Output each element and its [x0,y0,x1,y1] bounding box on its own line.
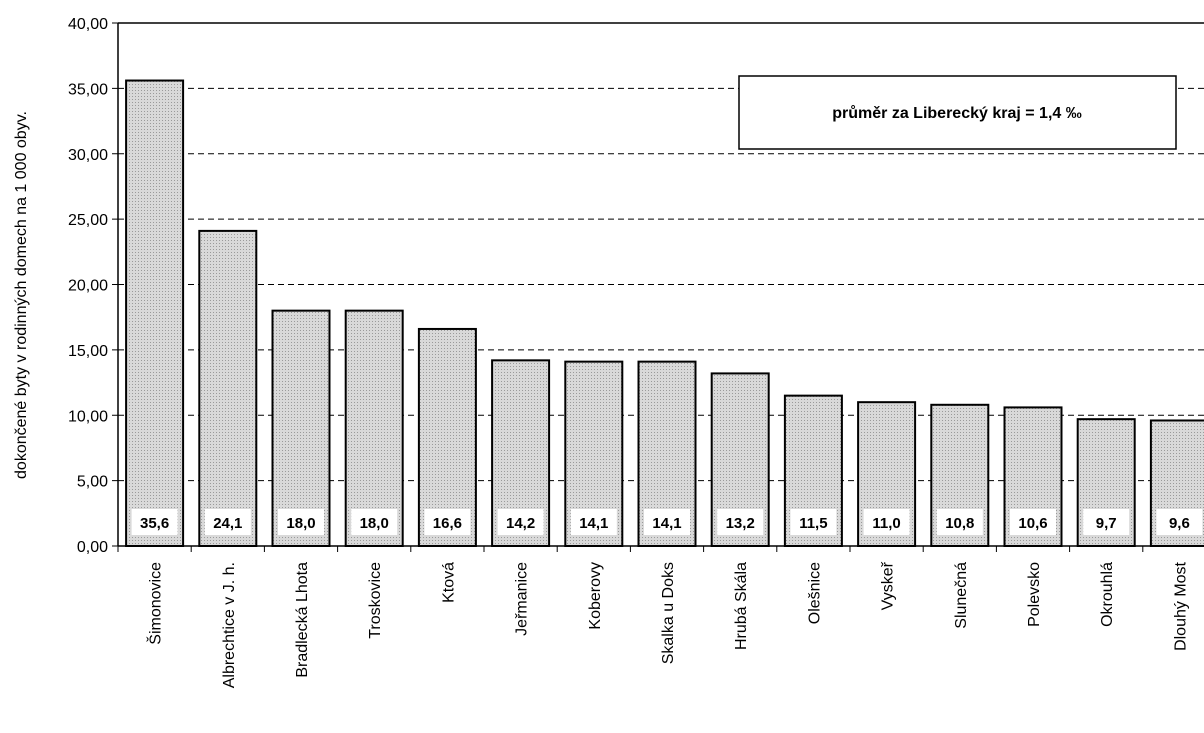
data-label: 16,6 [433,515,462,532]
y-tick-label: 40,00 [68,16,108,33]
data-label-box [351,509,398,535]
category-label: Olešnice [806,562,823,624]
category-label: Okrouhlá [1099,562,1116,627]
y-tick-labels: 0,00 5,00 10,00 15,00 20,00 25,00 30,00 35,00 40… [68,16,108,556]
bars [125,79,1204,548]
data-label-box [1010,509,1056,535]
y-tick-label: 10,00 [68,408,108,425]
data-label: 24,1 [213,515,242,532]
category-label: Dlouhý Most [1172,561,1189,650]
average-note: průměr za Liberecký kraj = 1,4 ‰ [738,75,1177,150]
data-label-box [424,509,471,535]
bar [125,79,185,547]
data-label-box [644,509,690,535]
category-label: Troskovice [367,562,384,639]
data-label: 14,2 [506,515,535,532]
y-tick-label: 35,00 [68,81,108,98]
data-labels: 35,6 24,1 18,0 18,0 16,6 14,2 14,1 14,1 13,2 11,5… [131,509,1203,535]
data-label-box [1083,509,1130,535]
data-label-box [497,509,544,535]
axes [112,22,1204,552]
category-label: Vyskeř [880,561,897,610]
y-tick-label: 25,00 [68,212,108,229]
category-label: Skalka u Doks [660,562,677,664]
data-label-box [717,509,764,535]
average-note-box [738,75,1177,150]
y-axis-title: dokončené byty v rodinných domech na 1 0… [13,111,30,479]
data-label-box [570,509,617,535]
category-label: Hrubá Skála [733,562,750,650]
data-label: 18,0 [360,515,389,532]
category-label: Albrechtice v J. h. [221,562,238,688]
data-label-box [204,509,251,535]
category-label: Slunečná [953,562,970,629]
data-label: 14,1 [579,515,608,532]
y-tick-label: 20,00 [68,278,108,295]
category-label: Jeřmanice [514,562,531,636]
data-label: 9,7 [1096,515,1117,532]
data-label: 11,0 [872,515,900,532]
category-label: Koberovy [587,562,604,630]
category-label: Ktová [440,562,457,603]
data-label: 18,0 [286,515,315,532]
data-label-box [131,509,178,535]
data-label: 13,2 [726,515,755,532]
category-label: Polevsko [1026,562,1043,627]
data-label: 10,8 [945,515,974,532]
data-label: 9,6 [1169,515,1190,532]
category-label: Bradlecká Lhota [294,562,311,678]
data-label: 10,6 [1018,515,1047,532]
data-label-box [863,509,910,535]
category-label: Šimonovice [146,562,165,645]
data-label: 35,6 [140,515,169,532]
data-label-box [936,509,983,535]
data-label-box [1156,509,1203,535]
category-labels: Šimonovice Albrechtice v J. h. Bradlecká L… [146,561,1190,688]
y-tick-label: 0,00 [77,539,108,556]
bar [198,229,258,548]
data-label-box [278,509,324,535]
y-tick-label: 5,00 [77,474,108,491]
data-label: 14,1 [652,515,681,532]
average-note-text: průměr za Liberecký kraj = 1,4 ‰ [832,105,1081,122]
data-label: 11,5 [799,515,827,532]
y-tick-label: 15,00 [68,343,108,360]
bar [271,309,331,547]
y-tick-label: 30,00 [68,147,108,164]
data-label-box [790,509,837,535]
